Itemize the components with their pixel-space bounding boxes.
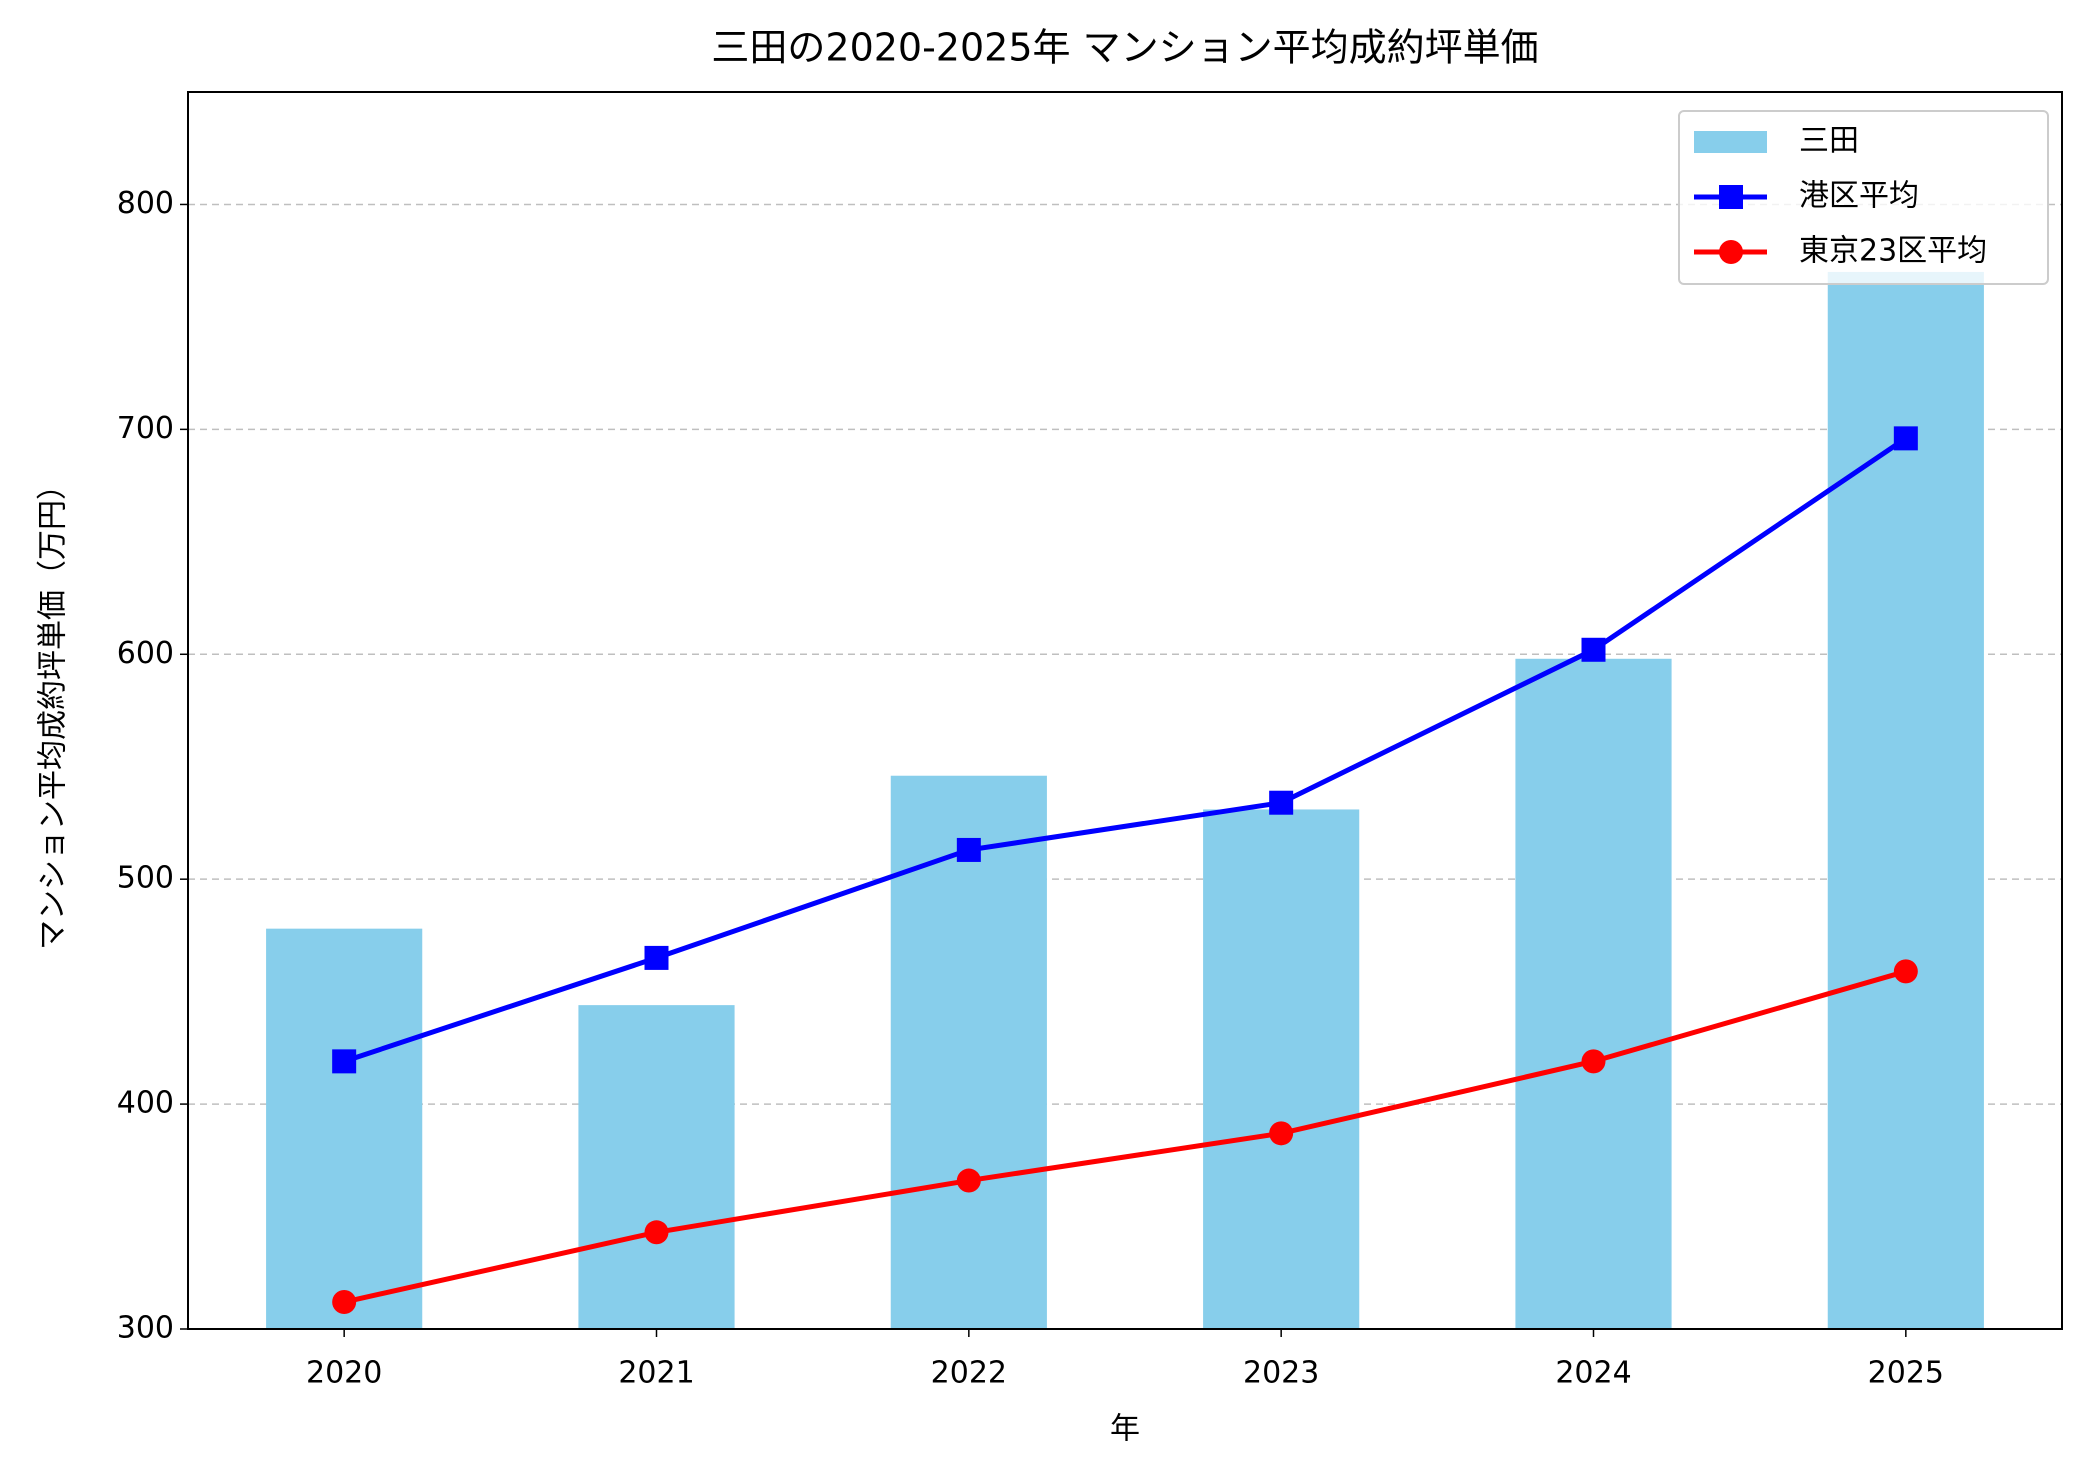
legend-label: 三田 bbox=[1799, 124, 1859, 159]
legend-swatch bbox=[1694, 131, 1767, 153]
point bbox=[956, 1168, 981, 1193]
y-tick-label: 800 bbox=[117, 186, 174, 221]
legend-marker bbox=[1719, 240, 1743, 264]
point bbox=[1893, 959, 1918, 984]
point bbox=[956, 837, 981, 862]
point bbox=[1269, 790, 1294, 815]
chart-title: 三田の2020-2025年 マンション平均成約坪単価 bbox=[711, 26, 1538, 70]
y-tick-label: 300 bbox=[117, 1311, 174, 1346]
y-tick-label: 600 bbox=[117, 636, 174, 671]
plot-frame bbox=[187, 91, 2063, 1330]
line bbox=[343, 436, 1908, 1064]
y-tick-label: 500 bbox=[117, 861, 174, 896]
point bbox=[1269, 1121, 1294, 1146]
point bbox=[1893, 426, 1918, 451]
legend-label: 港区平均 bbox=[1799, 179, 1919, 214]
point bbox=[644, 945, 669, 970]
legend-label: 東京23区平均 bbox=[1799, 234, 1987, 269]
bar bbox=[266, 928, 423, 1329]
x-axis-label: 年 bbox=[1110, 1412, 1140, 1447]
point bbox=[644, 1220, 669, 1245]
x-tick-label: 2024 bbox=[1555, 1356, 1631, 1391]
x-tick-label: 2020 bbox=[306, 1356, 382, 1391]
x-tick-label: 2022 bbox=[931, 1356, 1007, 1391]
point bbox=[332, 1049, 357, 1074]
point bbox=[1581, 1049, 1606, 1074]
point bbox=[1581, 637, 1606, 662]
line bbox=[343, 968, 1907, 1305]
x-tick-label: 2023 bbox=[1243, 1356, 1319, 1391]
x-tick-label: 2025 bbox=[1868, 1356, 1944, 1391]
y-tick-label: 400 bbox=[117, 1086, 174, 1121]
legend-marker bbox=[1719, 185, 1743, 209]
point bbox=[332, 1290, 357, 1315]
bar bbox=[1203, 809, 1360, 1329]
y-axis-label: マンション平均成約坪単価（万円） bbox=[36, 470, 71, 950]
x-tick-label: 2021 bbox=[618, 1356, 694, 1391]
y-tick-label: 700 bbox=[117, 411, 174, 446]
legend-box bbox=[1678, 110, 2049, 285]
bar bbox=[578, 1005, 735, 1329]
bar bbox=[1515, 658, 1672, 1329]
